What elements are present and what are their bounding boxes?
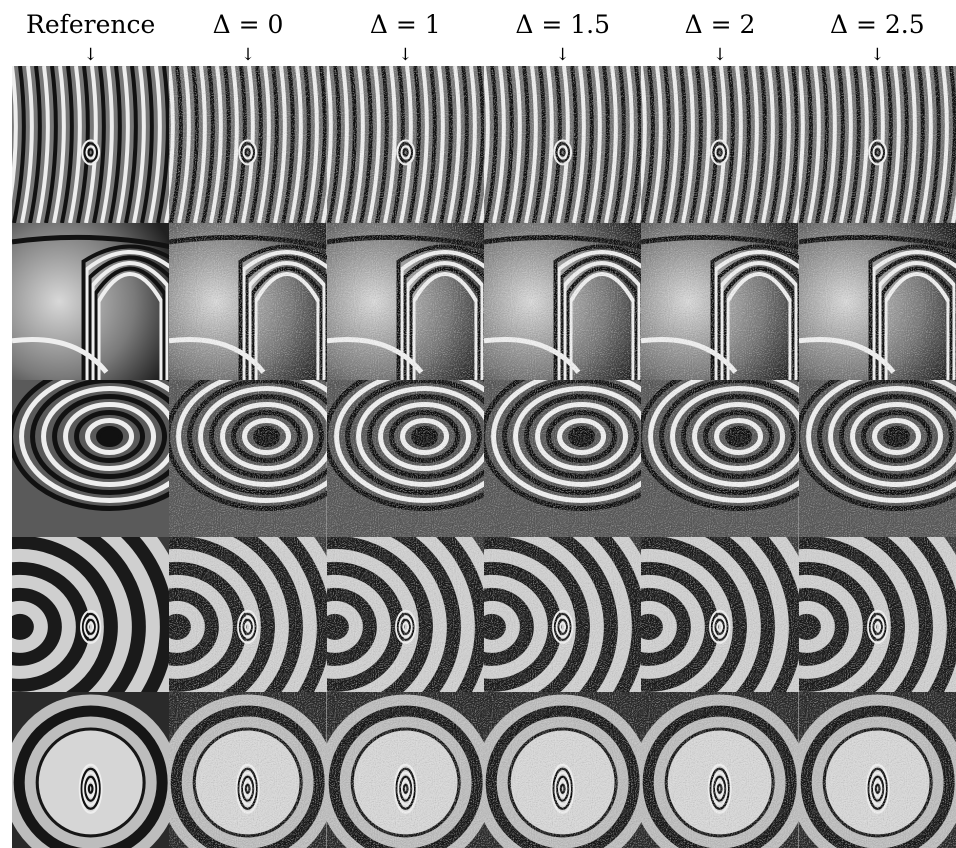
fringe-pattern-image xyxy=(641,692,799,848)
column-header-delta-0: Δ = 0 ↓ xyxy=(169,0,326,70)
fringe-image-cell xyxy=(798,692,956,848)
column-label: Δ = 1 xyxy=(369,10,441,39)
fringe-image-cell xyxy=(483,66,642,223)
fringe-pattern-image xyxy=(169,223,327,380)
fringe-pattern-image xyxy=(169,692,327,848)
fringe-pattern-image xyxy=(483,66,642,223)
fringe-pattern-image xyxy=(641,537,799,692)
fringe-image-cell xyxy=(798,223,956,380)
fringe-pattern-image xyxy=(483,380,642,537)
fringe-image-cell xyxy=(326,380,484,537)
fringe-pattern-image xyxy=(169,66,327,223)
fringe-image-cell xyxy=(798,380,956,537)
image-row-circle-with-ellipse xyxy=(12,692,956,848)
fringe-pattern-image xyxy=(483,537,642,692)
down-arrow-icon: ↓ xyxy=(398,45,413,65)
image-row-vortex-stripes xyxy=(12,66,956,223)
down-arrow-icon: ↓ xyxy=(712,45,728,65)
fringe-pattern-image xyxy=(483,223,642,380)
fringe-pattern-image xyxy=(12,223,170,380)
fringe-image-cell xyxy=(641,692,799,848)
fringe-pattern-image xyxy=(12,692,170,848)
fringe-pattern-image xyxy=(12,66,170,223)
fringe-image-cell xyxy=(641,223,799,380)
fringe-image-cell xyxy=(326,223,484,380)
fringe-image-cell xyxy=(641,66,799,223)
fringe-pattern-image xyxy=(326,537,484,692)
column-header-bar: Reference ↓ Δ = 0 ↓ Δ = 1 ↓ Δ = 1.5 ↓ Δ … xyxy=(0,0,956,70)
down-arrow-icon: ↓ xyxy=(870,45,885,65)
fringe-image-cell xyxy=(326,66,484,223)
fringe-pattern-image xyxy=(326,66,484,223)
fringe-pattern-image xyxy=(798,380,956,537)
column-label: Reference xyxy=(26,10,156,39)
fringe-pattern-image xyxy=(169,380,327,537)
fringe-pattern-image xyxy=(641,223,799,380)
column-label: Δ = 2.5 xyxy=(829,10,925,39)
fringe-image-cell xyxy=(12,692,170,848)
fringe-pattern-image xyxy=(641,66,799,223)
column-header-delta-2-5: Δ = 2.5 ↓ xyxy=(799,0,956,70)
fringe-image-cell xyxy=(12,66,170,223)
fringe-image-cell xyxy=(169,223,327,380)
fringe-image-cell xyxy=(483,223,642,380)
fringe-image-cell xyxy=(326,537,484,692)
fringe-pattern-image xyxy=(326,380,484,537)
fringe-image-cell xyxy=(326,692,484,848)
column-header-reference: Reference ↓ xyxy=(12,0,169,70)
fringe-pattern-image xyxy=(798,692,956,848)
fringe-image-cell xyxy=(169,66,327,223)
fringe-pattern-image xyxy=(641,380,799,537)
fringe-pattern-image xyxy=(483,692,642,848)
column-label: Δ = 0 xyxy=(212,10,284,39)
fringe-pattern-image xyxy=(326,223,484,380)
fringe-pattern-image xyxy=(12,537,170,692)
column-label: Δ = 1.5 xyxy=(515,10,610,39)
column-header-delta-1-5: Δ = 1.5 ↓ xyxy=(484,0,641,70)
fringe-pattern-image xyxy=(169,537,327,692)
fringe-image-cell xyxy=(641,537,799,692)
down-arrow-icon: ↓ xyxy=(555,45,570,65)
image-row-swirl-vortex xyxy=(12,380,956,537)
fringe-image-cell xyxy=(483,537,642,692)
column-header-delta-2: Δ = 2 ↓ xyxy=(641,0,798,70)
fringe-pattern-image xyxy=(798,537,956,692)
fringe-image-cell xyxy=(798,537,956,692)
fringe-pattern-image xyxy=(798,223,956,380)
down-arrow-icon: ↓ xyxy=(83,45,98,65)
fringe-image-cell xyxy=(641,380,799,537)
fringe-image-cell xyxy=(169,692,327,848)
column-label: Δ = 2 xyxy=(684,10,756,39)
fringe-image-cell xyxy=(798,66,956,223)
fringe-image-cell xyxy=(12,380,170,537)
fringe-pattern-image xyxy=(798,66,956,223)
fringe-image-cell xyxy=(12,223,170,380)
fringe-image-cell xyxy=(12,537,170,692)
down-arrow-icon: ↓ xyxy=(240,45,256,65)
fringe-image-cell xyxy=(169,537,327,692)
fringe-image-cell xyxy=(483,380,642,537)
fringe-image-grid xyxy=(12,66,956,848)
fringe-pattern-image xyxy=(12,380,170,537)
image-row-rings-with-spot xyxy=(12,537,956,692)
column-header-delta-1: Δ = 1 ↓ xyxy=(327,0,484,70)
fringe-image-cell xyxy=(483,692,642,848)
image-row-saddle-lobes xyxy=(12,223,956,380)
fringe-pattern-image xyxy=(326,692,484,848)
fringe-image-cell xyxy=(169,380,327,537)
